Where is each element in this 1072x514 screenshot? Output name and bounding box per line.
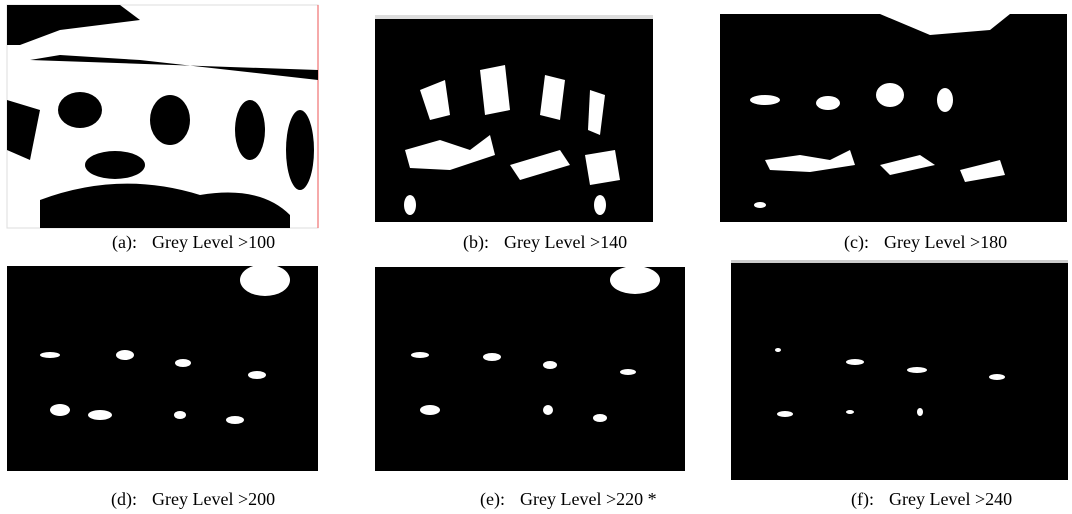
image-d	[7, 264, 318, 471]
image-a	[7, 5, 318, 228]
panel-caption: Grey Level >180	[884, 232, 1007, 252]
panel-caption: Grey Level >100	[152, 232, 275, 252]
image-e	[375, 266, 685, 471]
panel-caption: Grey Level >200	[152, 489, 275, 509]
panel-label: (e):	[480, 489, 505, 510]
panel-label: (f):	[851, 489, 874, 510]
panel-label: (d):	[111, 489, 137, 510]
image-c	[720, 14, 1067, 222]
image-f	[731, 260, 1068, 480]
panel-label: (b):	[463, 232, 489, 253]
panel-label: (a):	[112, 232, 137, 253]
image-b	[375, 15, 653, 222]
panel-caption: Grey Level >140	[504, 232, 627, 252]
panel-label: (c):	[844, 232, 869, 253]
figure: (a): Grey Level >100 (b): Grey Level >140 (c…	[0, 0, 1072, 514]
panel-caption: Grey Level >220 *	[520, 489, 657, 509]
panel-caption: Grey Level >240	[889, 489, 1012, 509]
